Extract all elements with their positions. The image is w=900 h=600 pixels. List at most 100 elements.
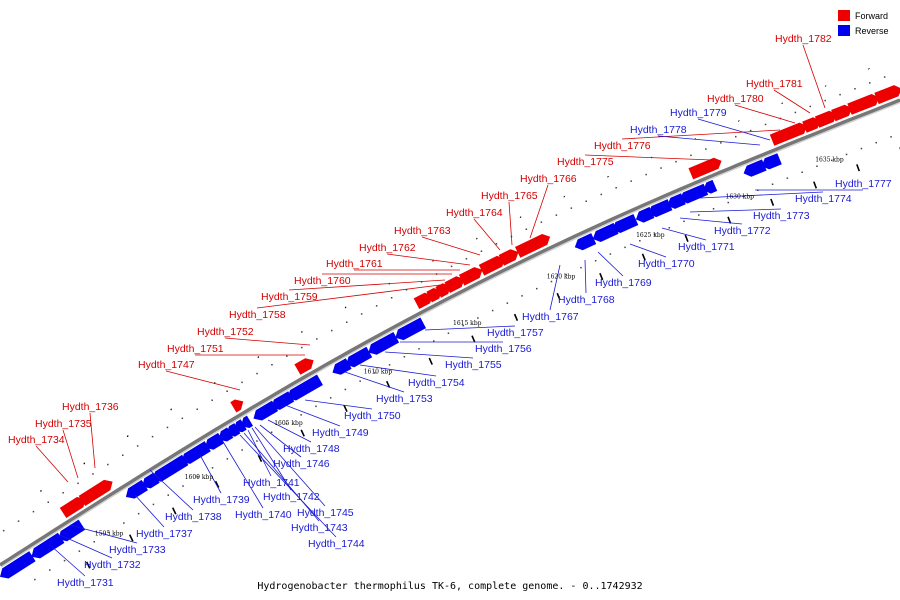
gene-label[interactable]: Hydth_1769 xyxy=(595,277,652,289)
tick-dot xyxy=(2,529,5,532)
kbp-scale-label: 1610 kbp xyxy=(364,368,393,375)
gene-label[interactable]: Hydth_1756 xyxy=(475,343,532,355)
gene-label[interactable]: Hydth_1777 xyxy=(835,178,892,190)
gene-label[interactable]: Hydth_1770 xyxy=(638,258,695,270)
backbone-line xyxy=(0,98,900,567)
gene-label[interactable]: Hydth_1781 xyxy=(746,78,803,90)
gene-label[interactable]: Hydth_1750 xyxy=(344,410,401,422)
gene-label[interactable]: Hydth_1763 xyxy=(394,225,451,237)
tick-dot xyxy=(167,494,169,496)
tick-dot xyxy=(801,171,803,173)
gene-label[interactable]: Hydth_1733 xyxy=(109,544,166,556)
major-tick xyxy=(344,306,347,309)
gene-label[interactable]: Hydth_1732 xyxy=(84,559,141,571)
leader-line xyxy=(247,429,272,477)
gene-label[interactable]: Hydth_1758 xyxy=(229,309,286,321)
gene-label[interactable]: Hydth_1773 xyxy=(753,210,810,222)
gene-label[interactable]: Hydth_1762 xyxy=(359,242,416,254)
reverse-gene-arrow xyxy=(612,214,639,233)
major-tick xyxy=(556,292,561,301)
tick-dot xyxy=(525,228,528,230)
reverse-gene-arrow xyxy=(125,479,148,499)
forward-gene-arrow xyxy=(413,292,433,309)
major-tick xyxy=(856,164,861,172)
gene-label[interactable]: Hydth_1772 xyxy=(714,225,771,237)
gene-label[interactable]: Hydth_1768 xyxy=(558,294,615,306)
forward-gene-arrow xyxy=(688,157,722,180)
gene-label[interactable]: Hydth_1745 xyxy=(297,507,354,519)
gene-label[interactable]: Hydth_1737 xyxy=(136,528,193,540)
forward-gene-arrow xyxy=(847,94,880,115)
gene-label[interactable]: Hydth_1755 xyxy=(445,359,502,371)
gene-label[interactable]: Hydth_1752 xyxy=(197,326,254,338)
gene-label[interactable]: Hydth_1743 xyxy=(291,522,348,534)
gene-label[interactable]: Hydth_1764 xyxy=(446,207,503,219)
leader-line xyxy=(256,284,441,309)
gene-label[interactable]: Hydth_1740 xyxy=(235,509,292,521)
gene-label[interactable]: Hydth_1746 xyxy=(273,458,330,470)
leader-line xyxy=(149,469,194,511)
gene-label[interactable]: Hydth_1776 xyxy=(594,140,651,152)
tick-dot xyxy=(639,240,641,242)
gene-label[interactable]: Hydth_1739 xyxy=(193,494,250,506)
gene-label[interactable]: Hydth_1774 xyxy=(795,193,852,205)
gene-label[interactable]: Hydth_1780 xyxy=(707,93,764,105)
gene-label[interactable]: Hydth_1731 xyxy=(57,577,114,589)
gene-label[interactable]: Hydth_1741 xyxy=(243,477,300,489)
gene-label[interactable]: Hydth_1760 xyxy=(294,275,351,287)
gene-label[interactable]: Hydth_1771 xyxy=(678,241,735,253)
gene-label[interactable]: Hydth_1779 xyxy=(670,107,727,119)
major-tick xyxy=(343,404,348,413)
leader-line xyxy=(199,454,222,494)
forward-gene-arrow xyxy=(769,122,808,146)
gene-label[interactable]: Hydth_1744 xyxy=(308,538,365,550)
gene-label[interactable]: Hydth_1775 xyxy=(557,156,614,168)
kbp-scale-label: 1625 kbp xyxy=(636,232,665,239)
gene-label[interactable]: Hydth_1747 xyxy=(138,359,195,371)
tick-dot xyxy=(62,492,64,494)
gene-label[interactable]: Hydth_1751 xyxy=(167,343,224,355)
tick-dot xyxy=(824,99,826,102)
gene-label[interactable]: Hydth_1736 xyxy=(62,401,119,413)
gene-label[interactable]: Hydth_1753 xyxy=(376,393,433,405)
forward-gene-arrow xyxy=(294,358,314,375)
major-tick xyxy=(257,356,260,359)
major-tick xyxy=(428,357,433,365)
tick-dot xyxy=(660,167,662,169)
tick-dot xyxy=(630,180,632,182)
leader-line xyxy=(802,44,826,109)
tick-dot xyxy=(241,381,243,384)
gene-label[interactable]: Hydth_1759 xyxy=(261,291,318,303)
tick-dot xyxy=(594,260,597,262)
leader-line xyxy=(134,494,165,528)
tick-dot xyxy=(477,317,479,319)
major-tick xyxy=(171,507,177,515)
gene-label[interactable]: Hydth_1778 xyxy=(630,124,687,136)
gene-label[interactable]: Hydth_1738 xyxy=(165,511,222,523)
tick-dot xyxy=(374,372,376,374)
tick-dot xyxy=(845,153,848,156)
gene-label[interactable]: Hydth_1754 xyxy=(408,377,465,389)
gene-label[interactable]: Hydth_1734 xyxy=(8,434,65,446)
gene-label[interactable]: Hydth_1742 xyxy=(263,491,320,503)
tick-dot xyxy=(675,160,677,163)
gene-label[interactable]: Hydth_1782 xyxy=(775,33,832,45)
tick-dot xyxy=(78,550,81,552)
gene-label[interactable]: Hydth_1765 xyxy=(481,190,538,202)
gene-label[interactable]: Hydth_1748 xyxy=(283,443,340,455)
gene-label[interactable]: Hydth_1757 xyxy=(487,327,544,339)
tick-dot xyxy=(331,329,333,332)
reverse-gene-arrow xyxy=(574,233,597,251)
major-tick xyxy=(519,216,522,219)
leader-line xyxy=(629,243,667,258)
tick-dot xyxy=(585,200,587,202)
gene-label[interactable]: Hydth_1735 xyxy=(35,418,92,430)
legend-forward-swatch xyxy=(838,10,850,21)
gene-label[interactable]: Hydth_1761 xyxy=(326,258,383,270)
leader-line xyxy=(344,371,405,393)
gene-label[interactable]: Hydth_1749 xyxy=(312,427,369,439)
gene-label[interactable]: Hydth_1767 xyxy=(522,311,579,323)
gene-label[interactable]: Hydth_1766 xyxy=(520,173,577,185)
major-tick xyxy=(513,313,519,322)
